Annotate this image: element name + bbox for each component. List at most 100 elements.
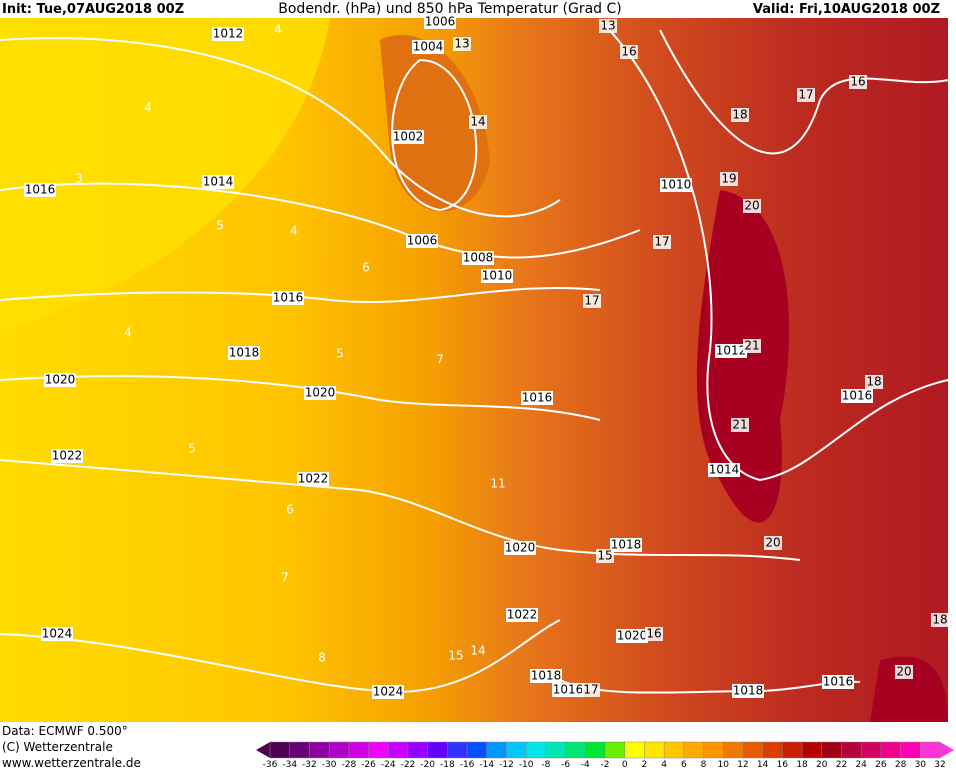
temperature-label-box — [731, 108, 749, 122]
isobar-label: 1008 — [463, 251, 494, 265]
colorbar-cell — [387, 741, 409, 759]
isobar-label-box — [406, 234, 438, 248]
isobar-label: 1022 — [52, 449, 83, 463]
colorbar-label: 28 — [895, 760, 907, 770]
isobar-label: 1016 — [522, 391, 553, 405]
temperature-label: 14 — [470, 115, 485, 129]
isobar-label: 1014 — [203, 175, 234, 189]
temperature-label: 4 — [274, 23, 282, 37]
isobar-label: 1022 — [298, 472, 329, 486]
isobar-label-box — [504, 541, 536, 555]
temperature-label: 13 — [600, 19, 615, 33]
temperature-label: 17 — [584, 294, 599, 308]
isobar-label-box — [297, 472, 329, 486]
temperature-label-box — [931, 613, 949, 627]
isobar-label: 1024 — [373, 685, 404, 699]
isobar-label: 1016 — [823, 675, 854, 689]
colorbar-label: -6 — [561, 760, 570, 770]
temperature-label: 6 — [362, 261, 370, 275]
temperature-label-box — [849, 75, 867, 89]
colorbar-cell — [269, 741, 291, 759]
colorbar-label: -32 — [302, 760, 317, 770]
isobar-label: 1018 — [611, 538, 642, 552]
colorbar-label: -2 — [601, 760, 610, 770]
isobar-label: 1016 — [273, 291, 304, 305]
temperature-label-box — [469, 115, 487, 129]
colorbar-cell — [644, 741, 665, 759]
isobar-label: 1010 — [482, 269, 513, 283]
isobar-label: 1024 — [42, 627, 73, 641]
colorbar-label: 2 — [642, 760, 648, 770]
colorbar-cell — [722, 741, 744, 759]
colorbar-cell — [368, 741, 389, 759]
temperature-label: 20 — [896, 665, 911, 679]
temperature-label: 17 — [654, 235, 669, 249]
colorbar-label: -16 — [460, 760, 475, 770]
colorbar-label: 24 — [855, 760, 867, 770]
isobar-label-box — [506, 608, 538, 622]
colorbar-label: -12 — [499, 760, 514, 770]
colorbar-cell — [860, 741, 882, 759]
isobar-label-box — [616, 629, 648, 643]
colorbar-cell — [604, 741, 626, 759]
colorbar-cell — [545, 741, 567, 759]
isobar-label: 1006 — [425, 15, 456, 29]
isobar-label-box — [822, 675, 854, 689]
colorbar-cell — [466, 741, 488, 759]
colorbar-cell — [427, 741, 449, 759]
colorbar-label: -30 — [322, 760, 337, 770]
temperature-label: 21 — [744, 339, 759, 353]
isobar-label-box — [552, 683, 584, 697]
temperature-label: 11 — [490, 477, 505, 491]
valid-time: Valid: Fri,10AUG2018 00Z — [753, 2, 940, 17]
temperature-label: 7 — [436, 353, 444, 367]
colorbar-cell — [801, 741, 823, 759]
temperature-label-box — [620, 45, 638, 59]
isobar-label-box — [530, 669, 562, 683]
colorbar-cell — [663, 741, 685, 759]
temperature-label: 4 — [124, 326, 132, 340]
temperature-label: 15 — [597, 549, 612, 563]
isobar-label: 1018 — [531, 669, 562, 683]
isobar-label-box — [521, 391, 553, 405]
colorbar-cell — [565, 741, 587, 759]
temperature-label: 7 — [281, 571, 289, 585]
isobar-label-box — [228, 346, 260, 360]
colorbar-label: -14 — [479, 760, 494, 770]
isobar-label: 1016 — [553, 683, 584, 697]
init-time: Init: Tue,07AUG2018 00Z — [2, 2, 184, 17]
colorbar-label: -34 — [282, 760, 297, 770]
colorbar-label: 8 — [701, 760, 707, 770]
colorbar-end — [940, 742, 954, 758]
colorbar-cell — [407, 741, 429, 759]
isobar-label-box — [610, 538, 642, 552]
isobar-label: 1020 — [45, 373, 76, 387]
colorbar-cell — [289, 741, 311, 759]
colorbar-label: -8 — [541, 760, 550, 770]
colorbar-label: -20 — [420, 760, 435, 770]
colorbar-cell — [506, 741, 527, 759]
warm-zone — [0, 18, 330, 330]
colorbar-label: 12 — [737, 760, 748, 770]
isobar-label-box — [212, 27, 244, 41]
isobar-label-box — [715, 344, 747, 358]
colorbar-label: 22 — [836, 760, 847, 770]
url: www.wetterzentrale.de — [2, 756, 141, 770]
temperature-label-box — [596, 549, 614, 563]
temperature-label: 15 — [448, 649, 463, 663]
isobar-label-box — [462, 251, 494, 265]
temperature-label: 17 — [798, 88, 813, 102]
isobar-label: 1010 — [661, 178, 692, 192]
colorbar-cell — [920, 741, 941, 759]
isobar-label-box — [841, 389, 873, 403]
isobar-label: 1016 — [842, 389, 873, 403]
isobar-label: 1020 — [305, 386, 336, 400]
temperature-label-box — [453, 37, 471, 51]
isobar-label: 1012 — [716, 344, 747, 358]
colorbar-label: 4 — [661, 760, 667, 770]
temperature-label: 18 — [932, 613, 947, 627]
temperature-label: 21 — [732, 418, 747, 432]
colorbar-cell — [624, 741, 646, 759]
colorbar-cell — [348, 741, 370, 759]
